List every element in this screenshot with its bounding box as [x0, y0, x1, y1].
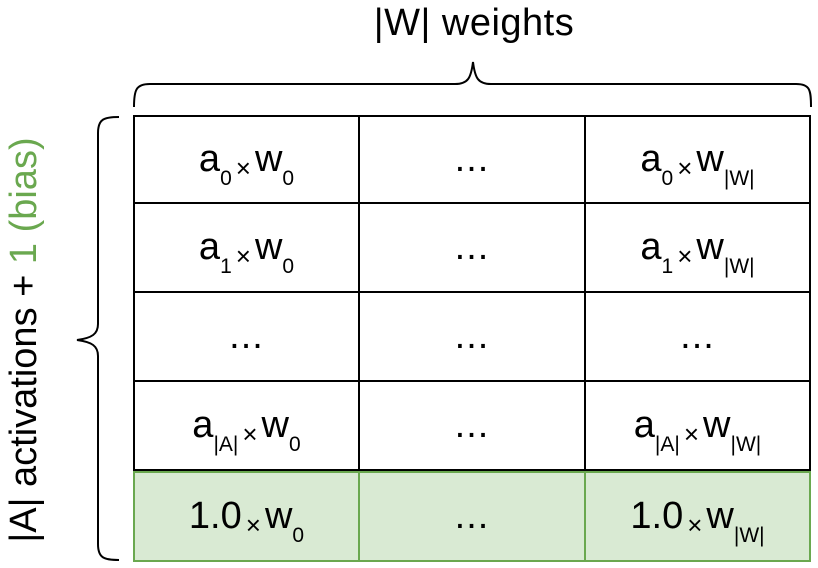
grid-cell: ... — [360, 204, 586, 293]
product-expression: 1.0 × w0 — [188, 495, 304, 546]
product-expression: a0 × w0 — [198, 138, 294, 189]
ellipsis: ... — [229, 315, 264, 357]
ellipsis: ... — [454, 404, 490, 446]
activation-index: 1 — [220, 255, 232, 278]
grid-cell: a|A| × w|W| — [586, 382, 811, 471]
weight-index: 0 — [282, 255, 295, 278]
grid-cell: ... — [586, 293, 811, 382]
activation-index: 0 — [220, 167, 232, 190]
activation-term: a — [633, 404, 655, 446]
product-expression: a1 × w|W| — [640, 226, 754, 277]
activation-term: a — [198, 138, 221, 180]
product-grid: a0 × w0... a0 × w|W| a1 × w0... a1 × w|W|......... a… — [133, 115, 811, 562]
activation-term: a — [640, 138, 662, 180]
grid-cell: a1 × w|W| — [586, 204, 811, 293]
weight-term: w — [706, 495, 734, 537]
weight-index: |W| — [733, 524, 765, 547]
ellipsis: ... — [454, 495, 490, 537]
product-expression: a0 × w|W| — [640, 138, 754, 189]
weight-index: 0 — [292, 524, 305, 547]
activation-term: a — [640, 226, 662, 268]
weight-term: w — [254, 138, 283, 180]
product-expression: 1.0 × w|W| — [630, 495, 764, 546]
weight-index: |W| — [730, 433, 762, 456]
top-brace — [133, 61, 812, 108]
product-expression: a|A| × w|W| — [633, 404, 761, 455]
weight-term: w — [696, 138, 724, 180]
ellipsis: ... — [454, 138, 490, 180]
grid-cell: a|A| × w0 — [133, 382, 360, 471]
weight-index: 0 — [282, 167, 295, 190]
bias-cell: ... — [360, 471, 586, 562]
grid-cell: ... — [360, 382, 586, 471]
weight-index: |W| — [723, 255, 755, 278]
activation-index: 1 — [661, 255, 674, 278]
activation-index: |A| — [213, 433, 239, 456]
activation-term: 1.0 — [188, 495, 242, 537]
weight-index: |W| — [723, 167, 755, 190]
times-symbol: × — [683, 419, 700, 449]
weight-term: w — [261, 404, 289, 446]
ellipsis: ... — [454, 315, 490, 357]
grid-cell: a0 × w0 — [133, 115, 360, 204]
product-expression: a|A| × w0 — [192, 404, 300, 455]
ellipsis: ... — [680, 315, 715, 357]
bias-cell: 1.0 × w|W| — [586, 471, 811, 562]
grid-cell: ... — [360, 293, 586, 382]
grid-cell: ... — [360, 115, 586, 204]
times-symbol: × — [235, 241, 251, 271]
ellipsis: ... — [454, 226, 490, 268]
activation-term: a — [198, 226, 221, 268]
product-expression: a1 × w0 — [198, 226, 294, 277]
bias-cell: 1.0 × w0 — [133, 471, 360, 562]
weight-term: w — [696, 226, 724, 268]
grid-cell: a0 × w|W| — [586, 115, 811, 204]
times-symbol: × — [677, 241, 693, 271]
grid-cell: a1 × w0 — [133, 204, 360, 293]
activation-term: 1.0 — [630, 495, 684, 537]
activation-term: a — [192, 404, 214, 446]
activation-index: |A| — [654, 433, 680, 456]
times-symbol: × — [245, 510, 261, 540]
weight-term: w — [264, 495, 293, 537]
weight-index: 0 — [289, 433, 301, 456]
weight-term: w — [703, 404, 731, 446]
times-symbol: × — [235, 153, 251, 183]
times-symbol: × — [242, 419, 258, 449]
grid-cell: ... — [133, 293, 360, 382]
times-symbol: × — [677, 153, 693, 183]
times-symbol: × — [687, 510, 703, 540]
weights-label: |W| weights — [373, 2, 575, 44]
side-brace — [76, 116, 120, 561]
activation-index: 0 — [661, 167, 674, 190]
weight-term: w — [254, 226, 283, 268]
